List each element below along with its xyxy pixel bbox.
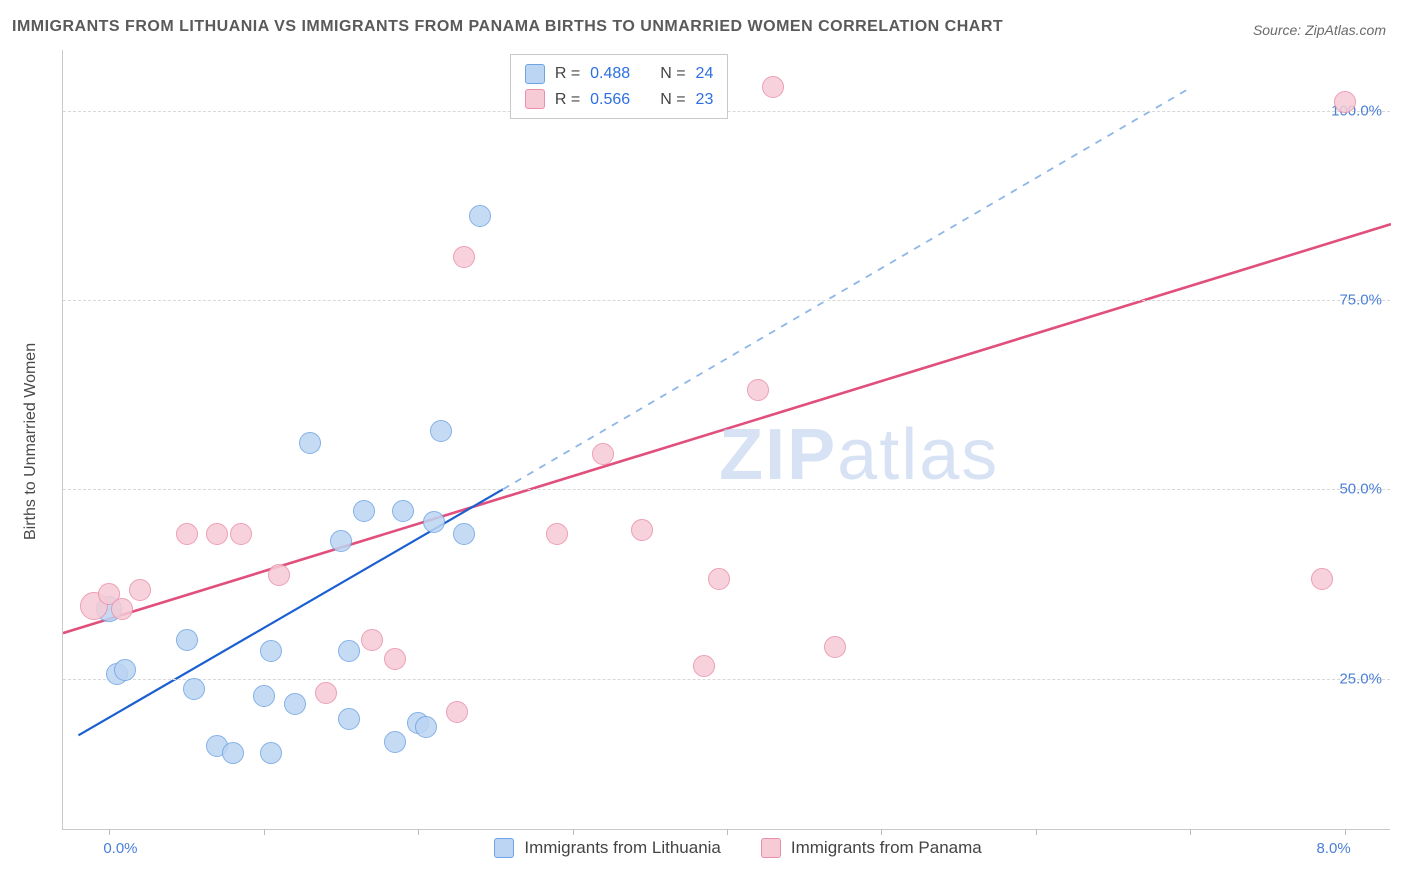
data-point bbox=[384, 731, 406, 753]
legend-r-label: R = bbox=[555, 61, 580, 87]
watermark-bold: ZIP bbox=[719, 415, 837, 495]
legend-n-value: 24 bbox=[696, 61, 714, 87]
data-point bbox=[129, 579, 151, 601]
data-point bbox=[423, 511, 445, 533]
xtick-mark bbox=[1345, 829, 1346, 835]
legend-n-label: N = bbox=[660, 61, 685, 87]
data-point bbox=[111, 598, 133, 620]
data-point bbox=[176, 523, 198, 545]
xtick-mark bbox=[264, 829, 265, 835]
data-point bbox=[253, 685, 275, 707]
data-point bbox=[315, 682, 337, 704]
data-point bbox=[469, 205, 491, 227]
data-point bbox=[546, 523, 568, 545]
legend-correlation: R = 0.488 N = 24 R = 0.566 N = 23 bbox=[510, 54, 729, 119]
legend-series-name: Immigrants from Panama bbox=[791, 838, 982, 858]
chart-container: IMMIGRANTS FROM LITHUANIA VS IMMIGRANTS … bbox=[0, 0, 1406, 892]
data-point bbox=[592, 443, 614, 465]
legend-swatch bbox=[761, 838, 781, 858]
legend-bottom-item: Immigrants from Lithuania bbox=[494, 838, 721, 858]
chart-title: IMMIGRANTS FROM LITHUANIA VS IMMIGRANTS … bbox=[12, 18, 1003, 36]
data-point bbox=[415, 716, 437, 738]
data-point bbox=[260, 640, 282, 662]
legend-series: Immigrants from Lithuania Immigrants from… bbox=[494, 838, 981, 858]
data-point bbox=[330, 530, 352, 552]
ytick-label: 25.0% bbox=[1339, 670, 1382, 687]
data-point bbox=[747, 379, 769, 401]
xtick-label: 8.0% bbox=[1316, 840, 1350, 857]
xtick-mark bbox=[418, 829, 419, 835]
gridline-h bbox=[63, 679, 1390, 680]
trend-lines-svg bbox=[63, 50, 1391, 830]
legend-bottom-item: Immigrants from Panama bbox=[761, 838, 982, 858]
data-point bbox=[430, 420, 452, 442]
xtick-mark bbox=[727, 829, 728, 835]
legend-r-label: R = bbox=[555, 87, 580, 113]
data-point bbox=[114, 659, 136, 681]
legend-swatch bbox=[494, 838, 514, 858]
data-point bbox=[762, 76, 784, 98]
data-point bbox=[708, 568, 730, 590]
legend-r-value: 0.488 bbox=[590, 61, 630, 87]
xtick-mark bbox=[1190, 829, 1191, 835]
data-point bbox=[453, 523, 475, 545]
data-point bbox=[222, 742, 244, 764]
data-point bbox=[183, 678, 205, 700]
watermark-light: atlas bbox=[837, 415, 999, 495]
xtick-mark bbox=[573, 829, 574, 835]
legend-row: R = 0.488 N = 24 bbox=[525, 61, 714, 87]
data-point bbox=[631, 519, 653, 541]
data-point bbox=[361, 629, 383, 651]
data-point bbox=[260, 742, 282, 764]
legend-series-name: Immigrants from Lithuania bbox=[524, 838, 721, 858]
legend-swatch bbox=[525, 64, 545, 84]
data-point bbox=[268, 564, 290, 586]
data-point bbox=[693, 655, 715, 677]
legend-swatch bbox=[525, 89, 545, 109]
legend-n-label: N = bbox=[660, 87, 685, 113]
data-point bbox=[338, 708, 360, 730]
data-point bbox=[338, 640, 360, 662]
xtick-mark bbox=[881, 829, 882, 835]
data-point bbox=[353, 500, 375, 522]
data-point bbox=[176, 629, 198, 651]
xtick-label: 0.0% bbox=[103, 840, 137, 857]
plot-area: ZIPatlas 25.0%50.0%75.0%100.0%0.0%8.0% bbox=[62, 50, 1390, 830]
y-axis-label: Births to Unmarried Women bbox=[22, 343, 40, 540]
ytick-label: 50.0% bbox=[1339, 481, 1382, 498]
data-point bbox=[446, 701, 468, 723]
data-point bbox=[384, 648, 406, 670]
data-point bbox=[453, 246, 475, 268]
source-label: Source: ZipAtlas.com bbox=[1253, 22, 1386, 38]
data-point bbox=[392, 500, 414, 522]
data-point bbox=[299, 432, 321, 454]
data-point bbox=[1334, 91, 1356, 113]
data-point bbox=[824, 636, 846, 658]
ytick-label: 75.0% bbox=[1339, 291, 1382, 308]
data-point bbox=[1311, 568, 1333, 590]
data-point bbox=[206, 523, 228, 545]
xtick-mark bbox=[1036, 829, 1037, 835]
watermark: ZIPatlas bbox=[719, 414, 999, 496]
xtick-mark bbox=[109, 829, 110, 835]
legend-r-value: 0.566 bbox=[590, 87, 630, 113]
legend-row: R = 0.566 N = 23 bbox=[525, 87, 714, 113]
legend-n-value: 23 bbox=[696, 87, 714, 113]
data-point bbox=[230, 523, 252, 545]
gridline-h bbox=[63, 300, 1390, 301]
data-point bbox=[284, 693, 306, 715]
gridline-h bbox=[63, 489, 1390, 490]
